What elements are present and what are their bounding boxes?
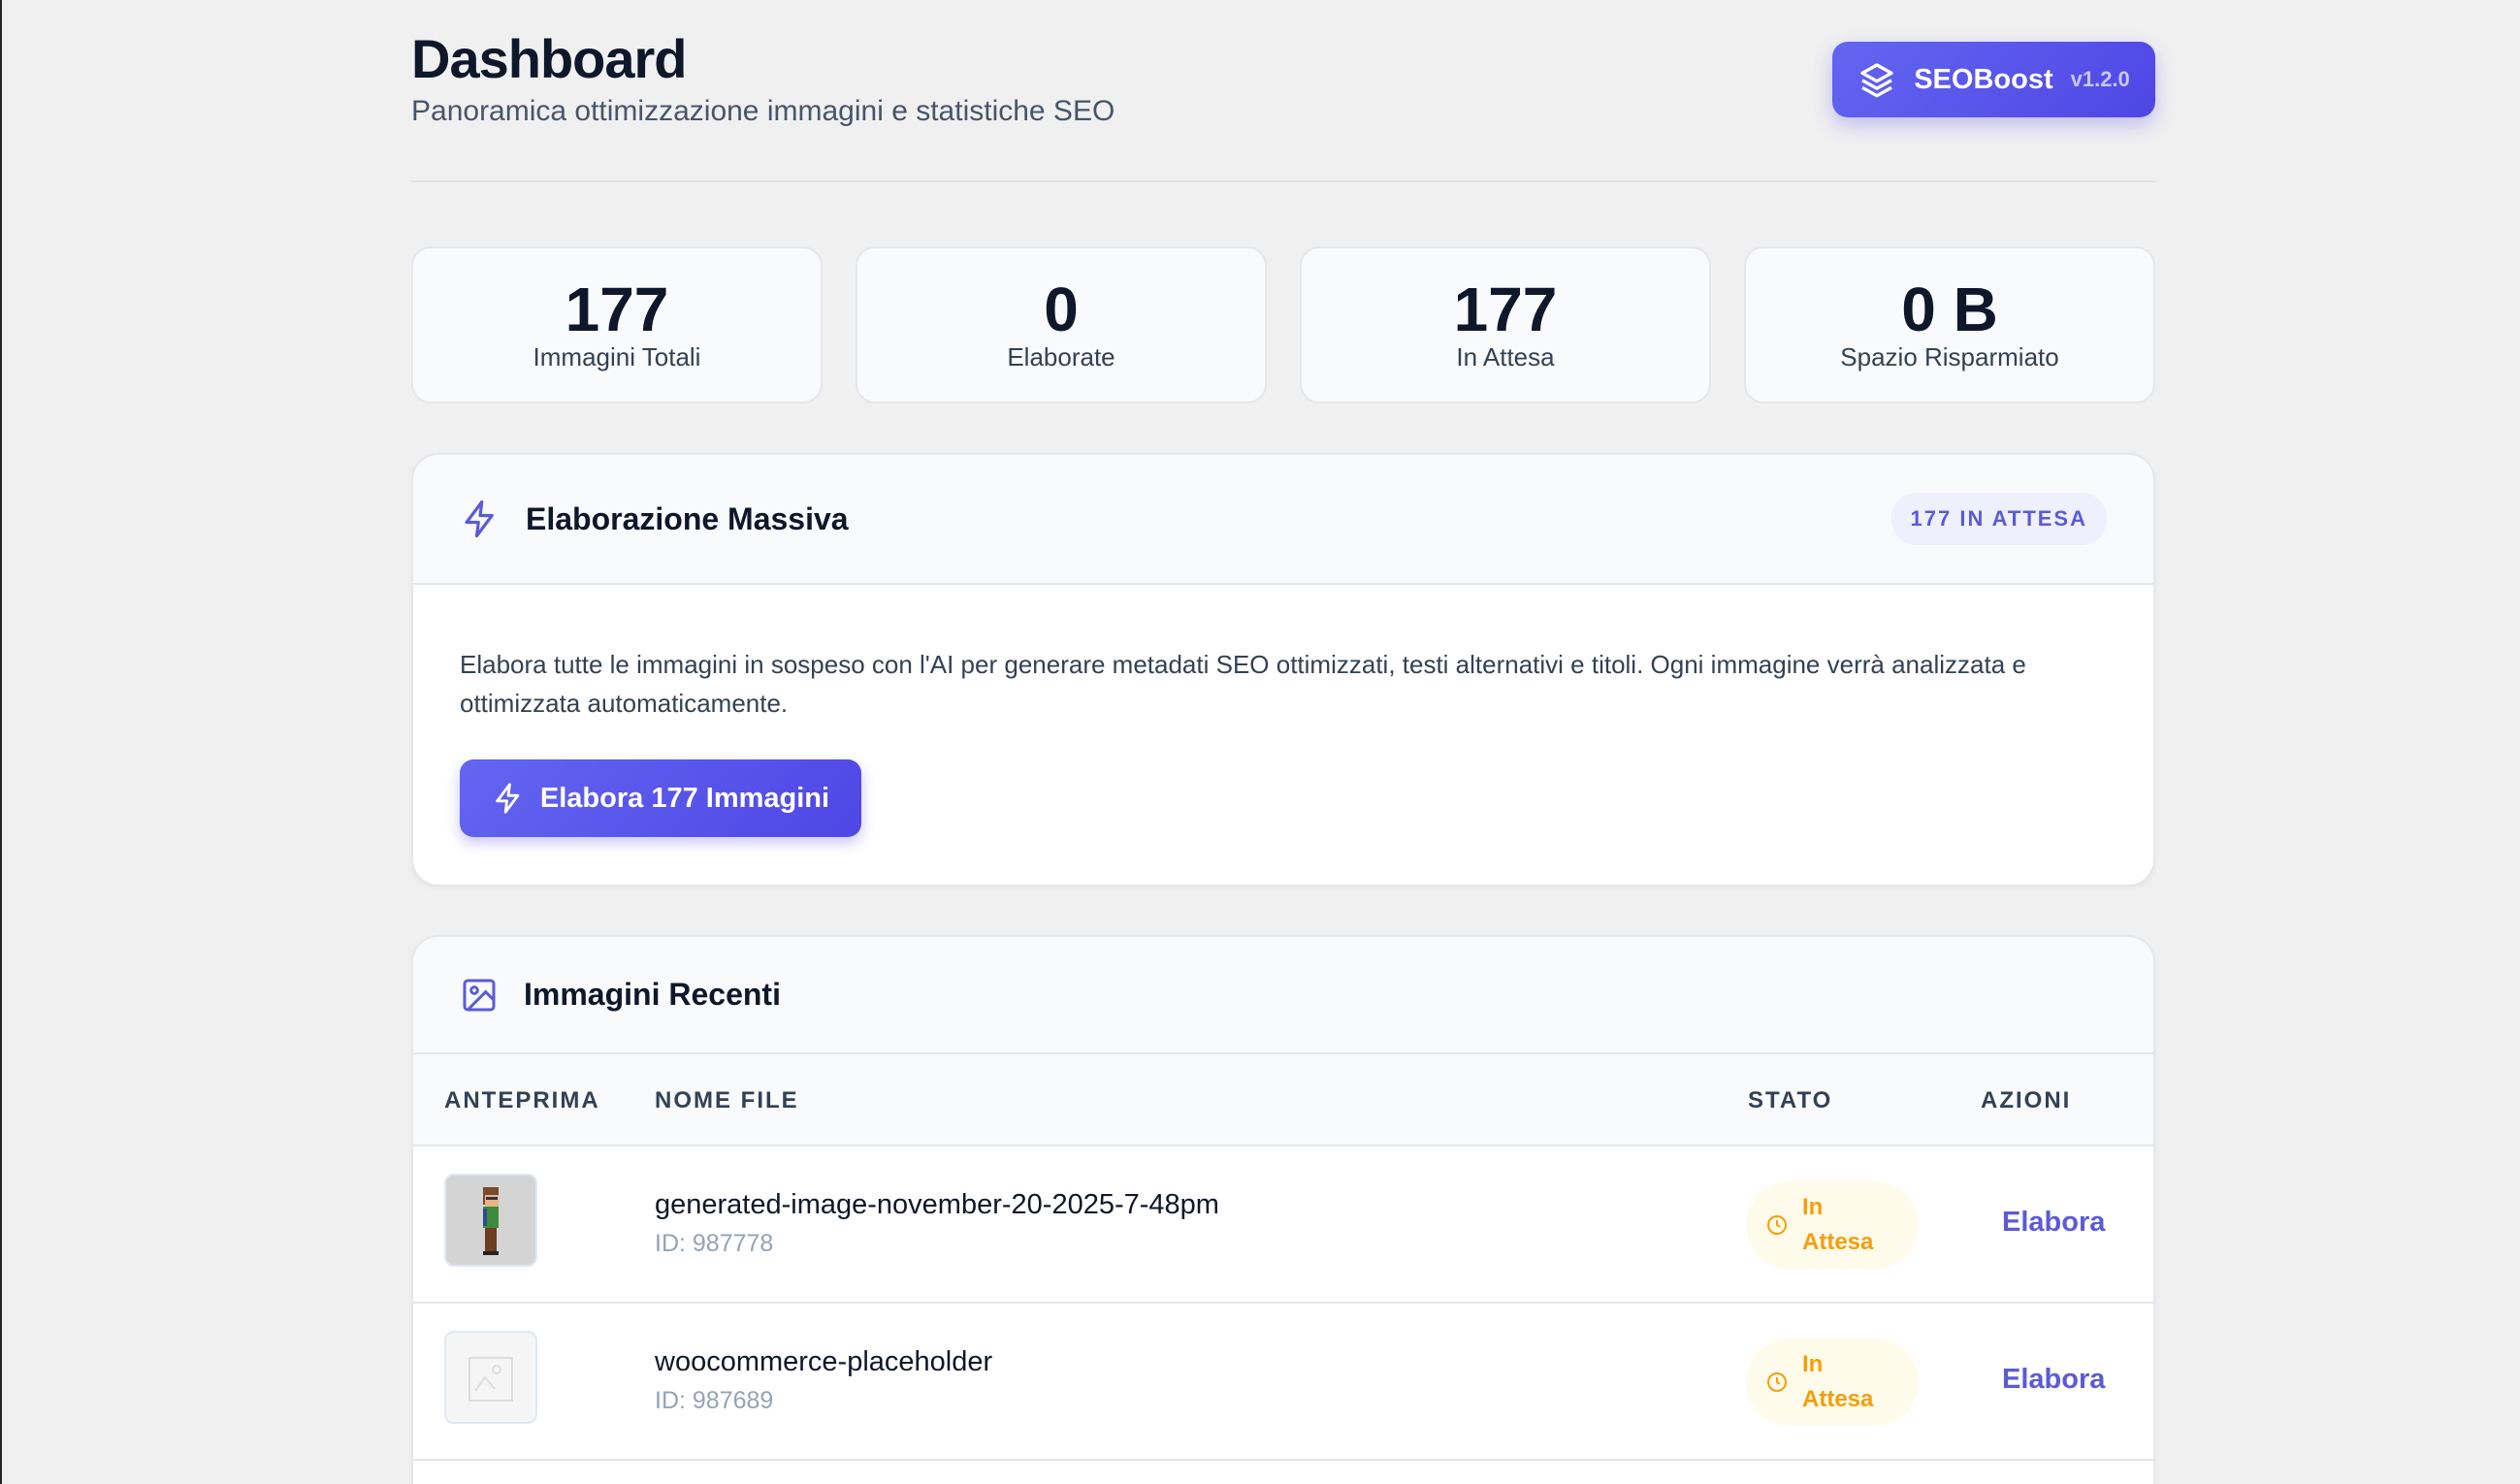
stat-value: 0 B bbox=[1901, 274, 1998, 344]
page-title: Dashboard bbox=[411, 28, 687, 89]
stat-label: Immagini Totali bbox=[533, 341, 701, 371]
stat-label: Spazio Risparmiato bbox=[1840, 341, 2059, 371]
file-name: woocommerce-placeholder bbox=[655, 1346, 993, 1377]
placeholder-image-icon bbox=[468, 1357, 513, 1402]
stat-value: 177 bbox=[565, 274, 669, 344]
character-image bbox=[483, 1187, 499, 1255]
table-header: ANTEPRIMA NOME FILE STATO AZIONI bbox=[413, 1054, 2153, 1146]
status-text: Attesa bbox=[1802, 1386, 1874, 1412]
brand-name: SEOBoost bbox=[1914, 63, 2053, 95]
panel-header: Immagini Recenti bbox=[413, 937, 2153, 1054]
brand-badge: SEOBoost v1.2.0 bbox=[1832, 42, 2155, 117]
column-actions: AZIONI bbox=[1981, 1087, 2072, 1113]
page-subtitle: Panoramica ottimizzazione immagini e sta… bbox=[411, 95, 1115, 127]
status-text: Attesa bbox=[1802, 1229, 1874, 1255]
status-text: In bbox=[1802, 1194, 1824, 1220]
panel-title: Elaborazione Massiva bbox=[526, 500, 849, 536]
pending-count-badge: 177 IN ATTESA bbox=[1890, 493, 2107, 545]
stat-total-images: 177 Immagini Totali bbox=[411, 246, 823, 403]
file-id: ID: 987778 bbox=[655, 1230, 774, 1257]
stat-value: 177 bbox=[1453, 274, 1558, 344]
process-all-label: Elabora 177 Immagini bbox=[539, 782, 830, 814]
panel-title: Immagini Recenti bbox=[524, 977, 781, 1012]
image-thumbnail bbox=[444, 1331, 537, 1424]
file-name: generated-image-november-20-2025-7-48pm bbox=[655, 1189, 1219, 1220]
recent-images-panel: Immagini Recenti ANTEPRIMA NOME FILE STA… bbox=[411, 935, 2155, 1484]
image-thumbnail bbox=[444, 1174, 537, 1267]
clock-icon bbox=[1767, 1215, 1787, 1235]
process-image-link[interactable]: Elabora bbox=[2002, 1364, 2106, 1395]
header-divider bbox=[411, 180, 2155, 182]
lightning-icon bbox=[496, 783, 520, 814]
stat-label: Elaborate bbox=[1007, 341, 1115, 371]
brand-version: v1.2.0 bbox=[2070, 67, 2130, 91]
layers-icon bbox=[1860, 63, 1893, 98]
status-text: In bbox=[1802, 1351, 1824, 1377]
status-badge: In Attesa bbox=[1746, 1339, 1919, 1426]
status-badge: In Attesa bbox=[1746, 1181, 1919, 1269]
stat-value: 0 bbox=[1044, 274, 1079, 344]
stat-label: In Attesa bbox=[1456, 341, 1555, 371]
stat-pending: 177 In Attesa bbox=[1300, 246, 1711, 403]
bulk-processing-panel: Elaborazione Massiva 177 IN ATTESA Elabo… bbox=[411, 453, 2155, 887]
table-row: woocommerce-placeholder ID: 987689 In Att… bbox=[413, 1304, 2153, 1461]
stat-processed: 0 Elaborate bbox=[856, 246, 1267, 403]
stats-row: 177 Immagini Totali 0 Elaborate 177 In Atte… bbox=[411, 246, 2155, 403]
clock-icon bbox=[1767, 1372, 1787, 1392]
lightning-icon bbox=[465, 500, 494, 538]
process-all-button[interactable]: Elabora 177 Immagini bbox=[460, 759, 861, 837]
panel-header: Elaborazione Massiva 177 IN ATTESA bbox=[413, 455, 2153, 585]
table-row: generated-image-november-20-2025-7-48pm … bbox=[413, 1146, 2153, 1304]
stat-space-saved: 0 B Spazio Risparmiato bbox=[1744, 246, 2155, 403]
column-preview: ANTEPRIMA bbox=[444, 1087, 600, 1113]
bulk-description: Elabora tutte le immagini in sospeso con… bbox=[460, 650, 2026, 718]
image-icon bbox=[463, 979, 496, 1011]
column-status: STATO bbox=[1748, 1087, 1833, 1113]
process-image-link[interactable]: Elabora bbox=[2002, 1207, 2106, 1238]
file-id: ID: 987689 bbox=[655, 1387, 774, 1414]
column-filename: NOME FILE bbox=[655, 1087, 799, 1113]
